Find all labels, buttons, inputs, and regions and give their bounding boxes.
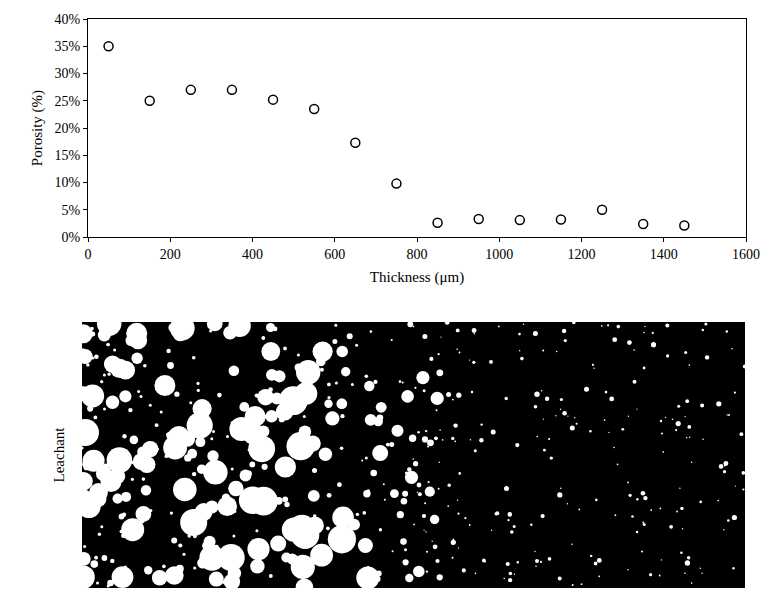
- svg-text:35%: 35%: [55, 39, 81, 54]
- svg-text:200: 200: [160, 247, 181, 262]
- svg-text:15%: 15%: [55, 148, 81, 163]
- svg-text:1400: 1400: [650, 247, 678, 262]
- svg-text:Porosity (%): Porosity (%): [29, 90, 46, 166]
- svg-text:0%: 0%: [62, 230, 81, 245]
- svg-text:1000: 1000: [485, 247, 513, 262]
- svg-text:800: 800: [407, 247, 428, 262]
- svg-text:1600: 1600: [732, 247, 760, 262]
- svg-text:0: 0: [85, 247, 92, 262]
- svg-text:10%: 10%: [55, 175, 81, 190]
- svg-text:20%: 20%: [55, 121, 81, 136]
- svg-text:600: 600: [324, 247, 345, 262]
- svg-text:30%: 30%: [55, 66, 81, 81]
- svg-text:Leachant: Leachant: [51, 427, 67, 483]
- svg-text:25%: 25%: [55, 94, 81, 109]
- svg-text:400: 400: [242, 247, 263, 262]
- svg-text:1200: 1200: [568, 247, 596, 262]
- svg-text:40%: 40%: [55, 12, 81, 27]
- svg-text:Thickness (μm): Thickness (μm): [370, 269, 464, 286]
- svg-text:5%: 5%: [62, 203, 81, 218]
